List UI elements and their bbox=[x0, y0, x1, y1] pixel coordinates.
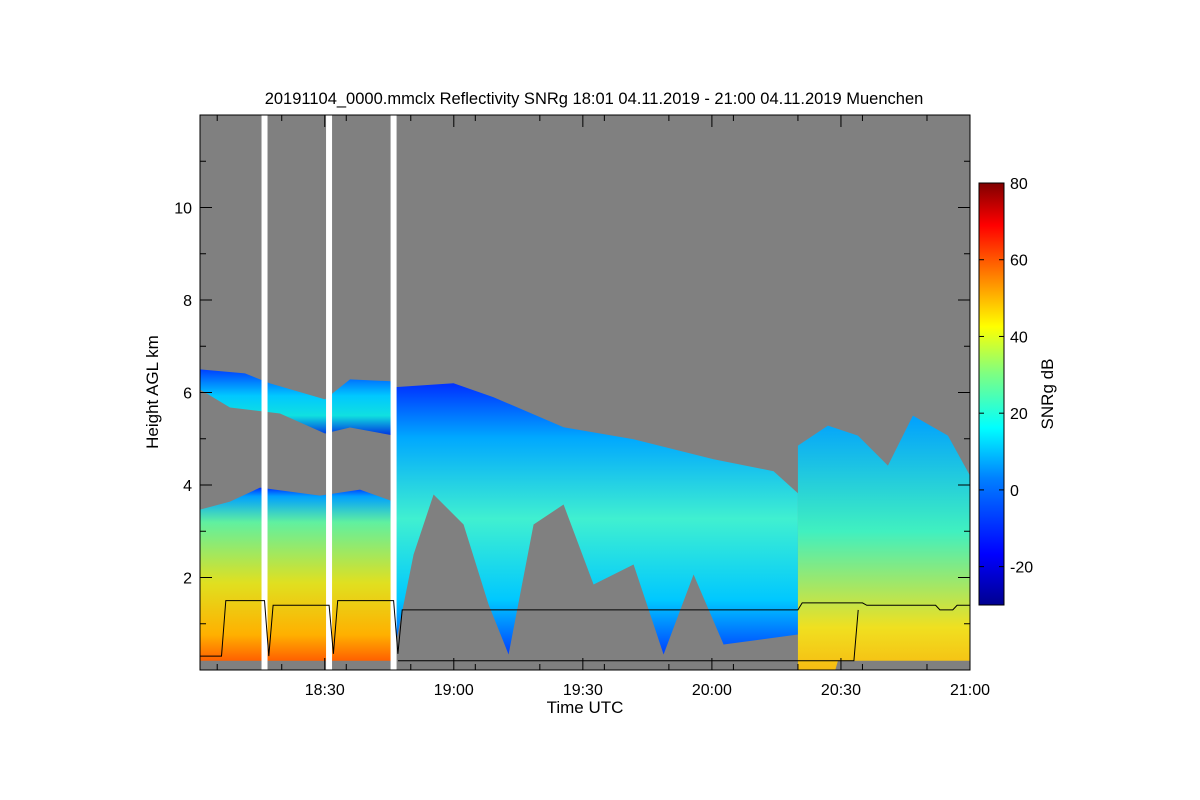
y-tick-label: 10 bbox=[174, 201, 192, 218]
x-tick-label: 20:00 bbox=[692, 682, 732, 699]
x-tick-label: 19:00 bbox=[434, 682, 474, 699]
x-tick-label: 18:30 bbox=[305, 682, 345, 699]
cloud-region-low bbox=[200, 487, 394, 661]
y-tick-label: 6 bbox=[183, 386, 192, 403]
colorbar-tick-label: 0 bbox=[1010, 483, 1019, 500]
colorbar bbox=[978, 182, 1005, 606]
colorbar-tick-label: 40 bbox=[1010, 329, 1028, 346]
secondary-line bbox=[397, 609, 859, 662]
y-tick-label: 8 bbox=[183, 293, 192, 310]
chart-title: 20191104_0000.mmclx Reflectivity SNRg 18… bbox=[265, 90, 924, 108]
data-gap bbox=[261, 115, 268, 670]
colorbar-tick-label: 80 bbox=[1010, 176, 1028, 193]
colorbar-tick-label: 60 bbox=[1010, 253, 1028, 270]
cloud-region-mid bbox=[393, 383, 798, 655]
data-gap bbox=[390, 115, 397, 670]
colorbar-label: SNRg dB bbox=[1038, 359, 1057, 430]
x-axis-label: Time UTC bbox=[547, 698, 624, 717]
cloud-layers bbox=[200, 115, 970, 670]
y-axis: 2 4 6 8 10 bbox=[174, 160, 970, 625]
cloud-region-precip bbox=[797, 415, 970, 670]
cloud-region-upper bbox=[200, 369, 394, 436]
y-tick-label: 2 bbox=[183, 571, 192, 588]
y-tick-label: 4 bbox=[183, 478, 192, 495]
x-axis: 18:30 19:00 19:30 20:00 20:30 21:00 bbox=[216, 115, 990, 699]
data-gap bbox=[326, 115, 333, 670]
colorbar-ticks: -20 0 20 40 60 80 bbox=[979, 176, 1033, 577]
x-tick-label: 20:30 bbox=[821, 682, 861, 699]
colorbar-tick-label: 20 bbox=[1010, 406, 1028, 423]
x-tick-label: 21:00 bbox=[950, 682, 990, 699]
x-tick-label: 19:30 bbox=[563, 682, 603, 699]
y-axis-label: Height AGL km bbox=[143, 335, 162, 449]
cloud-base-line bbox=[200, 600, 970, 657]
colorbar-tick-label: -20 bbox=[1010, 560, 1033, 577]
